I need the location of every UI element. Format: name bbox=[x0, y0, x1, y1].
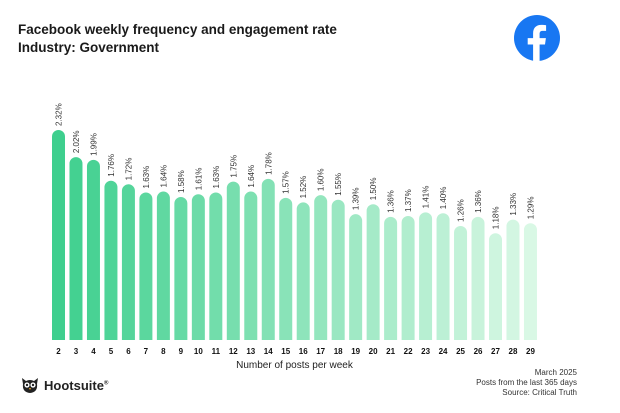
value-label-23: 1.41% bbox=[422, 186, 431, 209]
bar-5 bbox=[104, 180, 118, 340]
value-label-13: 1.64% bbox=[247, 165, 256, 188]
footnote-date: March 2025 bbox=[534, 368, 577, 377]
x-axis-label: Number of posts per week bbox=[236, 360, 354, 371]
x-tick-4: 4 bbox=[91, 347, 96, 356]
value-label-9: 1.58% bbox=[177, 170, 186, 193]
value-label-22: 1.37% bbox=[404, 189, 413, 212]
x-tick-19: 19 bbox=[351, 347, 360, 356]
chart-footnote: March 2025 Posts from the last 365 days … bbox=[476, 368, 577, 398]
x-tick-21: 21 bbox=[386, 347, 395, 356]
bar-12 bbox=[226, 181, 240, 340]
bar-14 bbox=[261, 178, 275, 340]
x-tick-27: 27 bbox=[491, 347, 500, 356]
value-label-20: 1.50% bbox=[369, 178, 378, 201]
x-tick-18: 18 bbox=[334, 347, 343, 356]
x-tick-23: 23 bbox=[421, 347, 430, 356]
bar-8 bbox=[156, 191, 170, 340]
value-label-21: 1.36% bbox=[387, 190, 396, 213]
x-tick-28: 28 bbox=[509, 347, 518, 356]
bar-7 bbox=[139, 192, 153, 340]
bar-10 bbox=[191, 194, 205, 340]
x-tick-6: 6 bbox=[126, 347, 131, 356]
value-label-28: 1.33% bbox=[509, 193, 518, 216]
facebook-icon bbox=[514, 15, 560, 61]
x-tick-25: 25 bbox=[456, 347, 465, 356]
bar-15 bbox=[279, 197, 293, 340]
bar-4 bbox=[86, 159, 100, 340]
value-label-12: 1.75% bbox=[229, 155, 238, 178]
bar-28 bbox=[506, 219, 520, 340]
x-tick-7: 7 bbox=[144, 347, 149, 356]
bar-22 bbox=[401, 215, 415, 340]
value-label-7: 1.63% bbox=[142, 166, 151, 189]
value-label-14: 1.78% bbox=[264, 152, 273, 175]
value-label-25: 1.26% bbox=[457, 199, 466, 222]
bar-27 bbox=[489, 233, 502, 340]
bar-25 bbox=[454, 225, 468, 340]
x-tick-29: 29 bbox=[526, 347, 535, 356]
x-tick-17: 17 bbox=[316, 347, 325, 356]
x-tick-24: 24 bbox=[439, 347, 448, 356]
value-label-4: 1.99% bbox=[89, 133, 98, 156]
bar-6 bbox=[121, 184, 135, 340]
value-label-3: 2.02% bbox=[72, 130, 81, 153]
bar-24 bbox=[436, 213, 450, 340]
bar-20 bbox=[366, 204, 380, 340]
bar-11 bbox=[209, 192, 223, 340]
value-label-24: 1.40% bbox=[439, 187, 448, 210]
bar-17 bbox=[314, 195, 328, 340]
value-label-15: 1.57% bbox=[282, 171, 291, 194]
value-label-8: 1.64% bbox=[159, 165, 168, 188]
bar-29 bbox=[523, 223, 537, 340]
hootsuite-wordmark: Hootsuite® bbox=[44, 377, 109, 393]
value-label-16: 1.52% bbox=[299, 176, 308, 199]
x-tick-10: 10 bbox=[194, 347, 203, 356]
bar-16 bbox=[296, 202, 310, 340]
x-tick-9: 9 bbox=[179, 347, 184, 356]
owl-icon bbox=[22, 378, 38, 393]
x-tick-14: 14 bbox=[264, 347, 273, 356]
x-tick-26: 26 bbox=[474, 347, 483, 356]
chart-title: Facebook weekly frequency and engagement… bbox=[18, 22, 337, 37]
value-label-26: 1.36% bbox=[474, 190, 483, 213]
bar-3 bbox=[69, 157, 83, 340]
x-tick-2: 2 bbox=[56, 347, 61, 356]
hootsuite-logo: Hootsuite® bbox=[20, 376, 108, 394]
bar-13 bbox=[244, 191, 258, 340]
value-label-10: 1.61% bbox=[194, 168, 203, 191]
x-tick-5: 5 bbox=[109, 347, 114, 356]
bar-18 bbox=[331, 199, 345, 340]
bar-23 bbox=[419, 212, 433, 340]
bar-21 bbox=[384, 216, 398, 340]
footnote-scope: Posts from the last 365 days bbox=[476, 378, 577, 387]
value-label-27: 1.18% bbox=[492, 207, 501, 230]
chart-subtitle: Industry: Government bbox=[18, 40, 160, 55]
x-tick-22: 22 bbox=[404, 347, 413, 356]
x-tick-3: 3 bbox=[74, 347, 79, 356]
value-label-29: 1.29% bbox=[526, 197, 535, 220]
x-tick-11: 11 bbox=[212, 347, 221, 356]
x-tick-15: 15 bbox=[281, 347, 290, 356]
value-label-6: 1.72% bbox=[124, 158, 133, 181]
value-label-17: 1.60% bbox=[317, 168, 326, 191]
value-label-5: 1.76% bbox=[107, 154, 116, 177]
footnote-source: Source: Critical Truth bbox=[502, 388, 577, 397]
x-tick-13: 13 bbox=[246, 347, 255, 356]
bar-9 bbox=[174, 196, 188, 340]
value-label-2: 2.32% bbox=[55, 103, 64, 126]
value-label-11: 1.63% bbox=[212, 166, 221, 189]
x-tick-12: 12 bbox=[229, 347, 238, 356]
value-label-18: 1.55% bbox=[334, 173, 343, 196]
x-tick-8: 8 bbox=[161, 347, 166, 356]
x-tick-16: 16 bbox=[299, 347, 308, 356]
value-label-19: 1.39% bbox=[352, 187, 361, 210]
bar-26 bbox=[471, 216, 485, 340]
x-tick-20: 20 bbox=[369, 347, 378, 356]
bar-19 bbox=[349, 214, 363, 340]
bar-2 bbox=[52, 130, 65, 340]
